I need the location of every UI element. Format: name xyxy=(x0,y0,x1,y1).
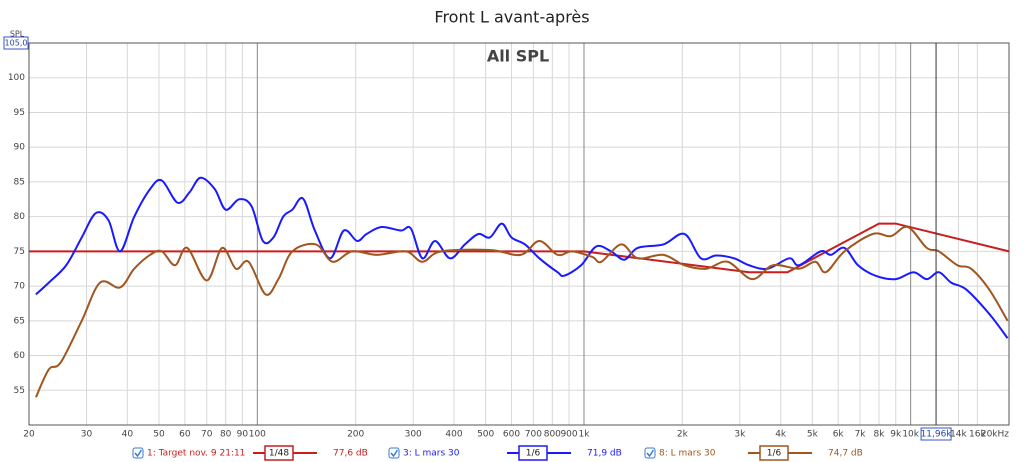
y-tick-label: 105,0 xyxy=(5,39,28,48)
x-tick-label: 800 xyxy=(544,430,561,440)
y-tick-label: 60 xyxy=(14,351,26,361)
smoothing-label: 1/6 xyxy=(526,449,541,459)
x-tick-label: 16k xyxy=(969,430,986,440)
x-tick-label: 4k xyxy=(775,430,787,440)
x-tick-label: 7k xyxy=(855,430,867,440)
y-tick-label: 55 xyxy=(14,386,25,396)
x-tick-label: 60 xyxy=(179,430,191,440)
x-tick-label: 5k xyxy=(807,430,819,440)
legend-level: 77,6 dB xyxy=(333,449,368,459)
legend-label: 1: Target nov. 9 21:11 xyxy=(147,449,245,459)
check-mark xyxy=(390,449,399,458)
y-tick-label: 70 xyxy=(14,282,26,292)
x-tick-label: 80 xyxy=(220,430,232,440)
legend-level: 74,7 dB xyxy=(828,449,863,459)
smoothing-box[interactable] xyxy=(759,445,789,461)
cursor-box xyxy=(920,427,952,441)
series-line xyxy=(29,222,1010,274)
x-tick-label: 1k xyxy=(579,430,591,440)
x-tick-label: 3k xyxy=(734,430,746,440)
x-tick-label: 300 xyxy=(405,430,422,440)
x-tick-label: 20kHz xyxy=(981,430,1009,440)
x-tick-label: 6k xyxy=(833,430,845,440)
smoothing-box[interactable] xyxy=(518,445,548,461)
y-tick-label: 65 xyxy=(14,316,25,326)
legend-label: 8: L mars 30 xyxy=(659,449,716,459)
chart-subtitle: All SPL xyxy=(487,47,549,66)
smoothing-box[interactable] xyxy=(264,445,294,461)
x-tick-label: 600 xyxy=(503,430,520,440)
x-tick-label: 14k xyxy=(950,430,967,440)
y-tick-label: 100 xyxy=(8,73,25,83)
smoothing-label: 1/48 xyxy=(269,449,289,459)
legend-label: 3: L mars 30 xyxy=(403,449,460,459)
plot-area: 55 60 65 70 75 80 85 90 95 100 105,0 20 30 40 50 60 70 80… xyxy=(3,36,1010,441)
legend-level: 71,9 dB xyxy=(587,449,622,459)
x-tick-label: 500 xyxy=(477,430,494,440)
x-tick-label: 50 xyxy=(153,430,165,440)
x-tick-label: 900 xyxy=(560,430,577,440)
plot-frame xyxy=(28,42,1010,426)
check-mark xyxy=(134,449,143,458)
smoothing-label: 1/6 xyxy=(767,449,782,459)
y-limit-box xyxy=(3,36,29,50)
series-line xyxy=(35,176,1009,339)
cursor-label: 11,96k xyxy=(921,430,953,440)
y-tick-label: 95 xyxy=(14,108,25,118)
y-tick-label: 85 xyxy=(14,177,25,187)
x-tick-label: 100 xyxy=(249,430,266,440)
series-line xyxy=(35,225,1009,398)
legend: 1: Target nov. 9 21:11 1/48 77,6 dB 3: L ma… xyxy=(132,445,863,461)
x-tick-label: 70 xyxy=(201,430,213,440)
x-tick-label: 40 xyxy=(122,430,134,440)
y-tick-label: 90 xyxy=(14,143,26,153)
check-mark xyxy=(646,449,655,458)
x-tick-label: 700 xyxy=(525,430,542,440)
y-tick-label: 75 xyxy=(14,247,25,257)
x-tick-label: 10k xyxy=(902,430,919,440)
x-tick-label: 8k xyxy=(874,430,886,440)
y-tick-label: 80 xyxy=(14,212,26,222)
x-tick-label: 30 xyxy=(81,430,93,440)
y-axis-label: SPL xyxy=(10,30,25,39)
x-tick-label: 400 xyxy=(445,430,462,440)
x-tick-label: 90 xyxy=(237,430,249,440)
x-tick-label: 200 xyxy=(347,430,364,440)
x-tick-label: 2k xyxy=(677,430,689,440)
x-tick-label: 9k xyxy=(890,430,902,440)
x-tick-label: 20 xyxy=(23,430,35,440)
chart-title: Front L avant-après xyxy=(434,8,589,27)
